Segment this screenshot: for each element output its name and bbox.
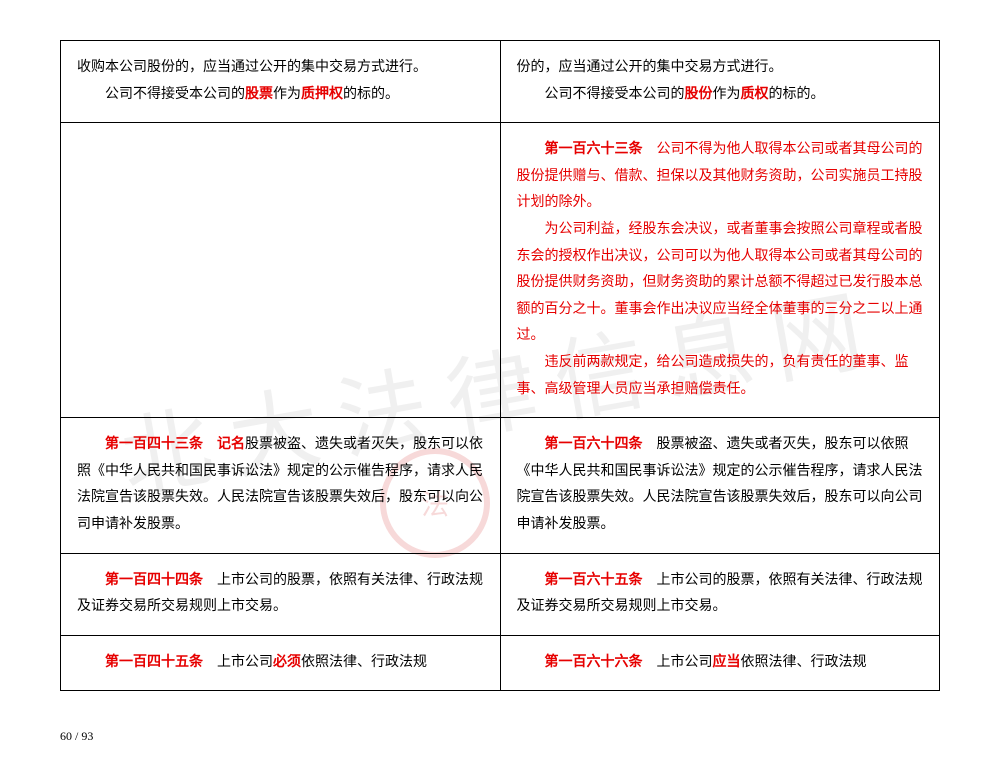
text: 收购本公司股份的，应当通过公开的集中交易方式进行。 <box>77 60 427 75</box>
cell-right: 份的，应当通过公开的集中交易方式进行。 公司不得接受本公司的股份作为质权的标的。 <box>500 41 940 123</box>
cell-right: 第一百六十五条 上市公司的股票，依照有关法律、行政法规及证券交易所交易规则上市交… <box>500 553 940 635</box>
cell-left: 收购本公司股份的，应当通过公开的集中交易方式进行。 公司不得接受本公司的股票作为… <box>61 41 501 123</box>
page-footer: 60 / 93 <box>60 729 93 744</box>
article-number: 第一百四十五条 <box>105 655 203 670</box>
article-number: 第一百六十六条 <box>545 655 643 670</box>
page-current: 60 <box>60 729 72 743</box>
text: 的标的。 <box>343 87 399 102</box>
text: 公司不得接受本公司的 <box>105 87 245 102</box>
text: 上市公司 <box>657 655 713 670</box>
table-row: 第一百四十三条 记名股票被盗、遗失或者灭失，股东可以依照《中华人民共和国民事诉讼… <box>61 418 940 553</box>
text: 公司不得接受本公司的 <box>545 87 685 102</box>
cell-left: 第一百四十三条 记名股票被盗、遗失或者灭失，股东可以依照《中华人民共和国民事诉讼… <box>61 418 501 553</box>
article-number: 第一百六十四条 <box>545 437 643 452</box>
cell-left: 第一百四十四条 上市公司的股票，依照有关法律、行政法规及证券交易所交易规则上市交… <box>61 553 501 635</box>
text: 上市公司 <box>217 655 273 670</box>
cell-right: 第一百六十四条 股票被盗、遗失或者灭失，股东可以依照《中华人民共和国民事诉讼法》… <box>500 418 940 553</box>
cell-left: 第一百四十五条 上市公司必须依照法律、行政法规 <box>61 635 501 691</box>
text: 依照法律、行政法规 <box>301 655 427 670</box>
table-row: 第一百六十三条 公司不得为他人取得本公司或者其母公司的股份提供赠与、借款、担保以… <box>61 123 940 418</box>
highlight: 记名 <box>217 437 245 452</box>
highlight: 质权 <box>741 87 769 102</box>
text: 为公司利益，经股东会决议，或者董事会按照公司章程或者股东会的授权作出决议，公司可… <box>517 222 923 343</box>
highlight: 质押权 <box>301 87 343 102</box>
highlight: 股份 <box>685 87 713 102</box>
cell-left-empty <box>61 123 501 418</box>
page-total: 93 <box>81 729 93 743</box>
text: 的标的。 <box>769 87 825 102</box>
text: 作为 <box>713 87 741 102</box>
text: 份的，应当通过公开的集中交易方式进行。 <box>517 60 783 75</box>
highlight: 应当 <box>713 655 741 670</box>
text: 违反前两款规定，给公司造成损失的，负有责任的董事、监事、高级管理人员应当承担赔偿… <box>517 355 909 397</box>
table-row: 第一百四十五条 上市公司必须依照法律、行政法规 第一百六十六条 上市公司应当依照… <box>61 635 940 691</box>
comparison-table: 收购本公司股份的，应当通过公开的集中交易方式进行。 公司不得接受本公司的股票作为… <box>60 40 940 691</box>
text: 作为 <box>273 87 301 102</box>
highlight: 股票 <box>245 87 273 102</box>
highlight: 必须 <box>273 655 301 670</box>
article-number: 第一百六十三条 <box>545 142 643 157</box>
text: 依照法律、行政法规 <box>741 655 867 670</box>
table-row: 收购本公司股份的，应当通过公开的集中交易方式进行。 公司不得接受本公司的股票作为… <box>61 41 940 123</box>
cell-right: 第一百六十三条 公司不得为他人取得本公司或者其母公司的股份提供赠与、借款、担保以… <box>500 123 940 418</box>
table-row: 第一百四十四条 上市公司的股票，依照有关法律、行政法规及证券交易所交易规则上市交… <box>61 553 940 635</box>
article-number: 第一百六十五条 <box>545 573 643 588</box>
article-number: 第一百四十三条 <box>105 437 203 452</box>
cell-right: 第一百六十六条 上市公司应当依照法律、行政法规 <box>500 635 940 691</box>
article-number: 第一百四十四条 <box>105 573 203 588</box>
